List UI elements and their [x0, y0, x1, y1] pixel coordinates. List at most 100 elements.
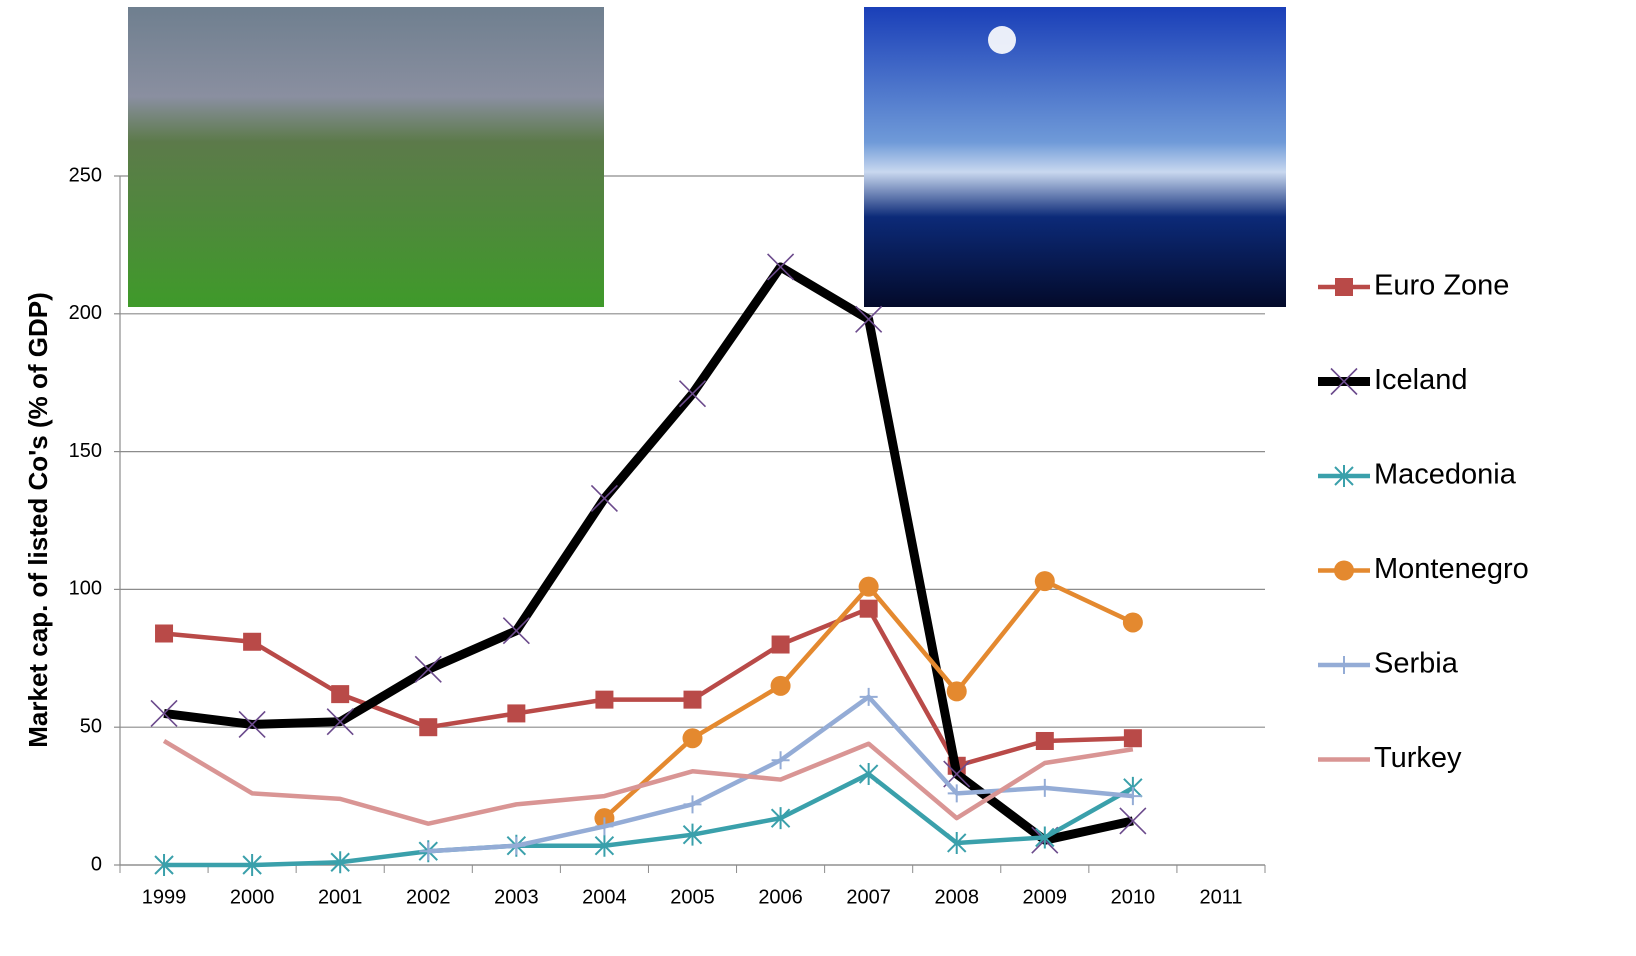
- x-tick-label: 1999: [142, 886, 187, 908]
- marker-circle: [858, 576, 879, 597]
- marker-plus: [683, 795, 702, 814]
- valley-photo: [128, 7, 604, 307]
- marker-square: [1035, 731, 1054, 750]
- y-tick-label: 100: [69, 578, 102, 600]
- marker-x: [238, 710, 266, 739]
- marker: [502, 617, 530, 645]
- y-axis-title: Market cap. of listed Co's (% of GDP): [23, 292, 53, 747]
- marker-plus: [859, 687, 878, 706]
- x-tick-label: 2001: [318, 886, 363, 908]
- marker-plus: [507, 836, 526, 855]
- marker-plus: [1335, 656, 1353, 674]
- marker: [682, 823, 703, 846]
- marker: [947, 784, 966, 803]
- y-tick-label: 0: [91, 853, 102, 875]
- marker-plus: [1035, 778, 1054, 797]
- marker: [770, 675, 791, 696]
- marker: [1335, 278, 1353, 296]
- marker: [150, 699, 178, 727]
- marker: [771, 635, 790, 654]
- marker-x: [326, 708, 354, 736]
- legend-label: Turkey: [1374, 742, 1462, 774]
- x-tick-label: 2002: [406, 886, 451, 908]
- marker-square: [155, 624, 174, 643]
- marker: [419, 842, 438, 861]
- marker-square: [859, 599, 878, 618]
- marker-square: [683, 690, 702, 709]
- marker: [682, 728, 703, 749]
- marker-asterisk: [858, 763, 879, 786]
- marker: [855, 305, 883, 333]
- series-line: [163, 262, 1134, 845]
- marker-x: [855, 305, 883, 333]
- x-tick-label: 2008: [934, 886, 979, 908]
- marker: [767, 253, 795, 281]
- marker: [1119, 807, 1147, 835]
- marker: [507, 836, 526, 855]
- marker: [330, 851, 350, 874]
- marker-x: [414, 655, 442, 683]
- marker-circle: [1334, 560, 1354, 581]
- marker-asterisk: [1035, 826, 1055, 849]
- marker: [1035, 731, 1054, 750]
- marker-x: [590, 484, 618, 513]
- fjord-photo: [864, 7, 1286, 307]
- marker: [859, 599, 878, 618]
- marker-square: [419, 718, 438, 737]
- x-tick-label: 2009: [1023, 886, 1068, 908]
- marker: [595, 817, 614, 836]
- marker-square: [1123, 729, 1142, 748]
- marker: [1330, 367, 1358, 396]
- x-tick-label: 2005: [670, 886, 715, 908]
- marker-plus: [771, 751, 790, 770]
- marker-x: [502, 617, 530, 645]
- marker: [331, 685, 350, 704]
- legend-label: Euro Zone: [1374, 270, 1509, 302]
- marker: [595, 690, 614, 709]
- marker-square: [243, 632, 262, 651]
- series-line: [164, 771, 1134, 868]
- marker-circle: [946, 681, 967, 702]
- marker-circle: [770, 675, 791, 696]
- marker-plus: [947, 784, 966, 803]
- marker: [947, 831, 967, 854]
- marker-asterisk: [947, 831, 967, 854]
- marker: [683, 690, 702, 709]
- marker-asterisk: [770, 807, 791, 830]
- marker-square: [331, 685, 350, 704]
- series-line: [162, 739, 1134, 826]
- marker: [1035, 778, 1054, 797]
- marker-asterisk: [1334, 465, 1354, 487]
- x-tick-label: 2000: [230, 886, 275, 908]
- x-tick-label: 2006: [758, 886, 803, 908]
- x-tick-label: 2011: [1199, 886, 1242, 908]
- marker-asterisk: [154, 854, 174, 876]
- marker-circle: [682, 728, 703, 749]
- marker: [590, 484, 618, 513]
- marker-circle: [1034, 571, 1055, 592]
- marker: [946, 681, 967, 702]
- marker-plus: [419, 842, 438, 861]
- x-tick-label: 2004: [582, 886, 627, 908]
- marker: [1123, 787, 1142, 806]
- marker-x: [1119, 807, 1147, 835]
- marker-asterisk: [682, 823, 703, 846]
- marker: [594, 834, 615, 857]
- marker-square: [595, 690, 614, 709]
- marker: [1035, 826, 1055, 849]
- marker-x: [150, 699, 178, 727]
- marker: [419, 718, 438, 737]
- marker: [859, 687, 878, 706]
- marker: [243, 632, 262, 651]
- marker-circle: [1122, 612, 1143, 633]
- marker: [1335, 656, 1353, 674]
- marker-asterisk: [242, 854, 262, 876]
- marker: [1334, 465, 1354, 487]
- marker-plus: [595, 817, 614, 836]
- series-line: [163, 606, 1133, 769]
- sun: [988, 26, 1016, 54]
- marker-asterisk: [594, 834, 615, 857]
- marker: [414, 655, 442, 683]
- legend-label: Macedonia: [1374, 459, 1517, 491]
- marker: [1034, 571, 1055, 592]
